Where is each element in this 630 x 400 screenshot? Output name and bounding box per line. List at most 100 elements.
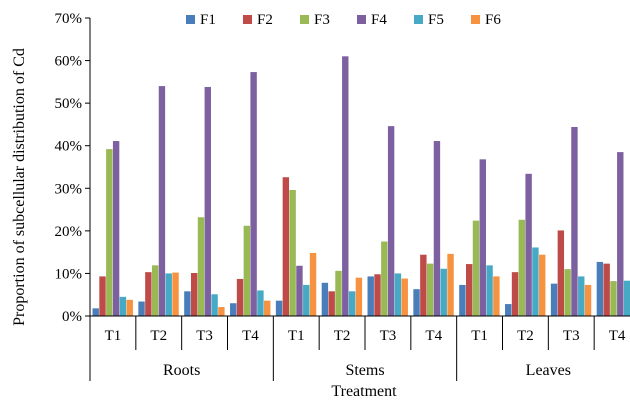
bar-f6-4 [309, 252, 317, 316]
bar-f2-6 [374, 274, 381, 316]
x-tick-label: T1 [471, 328, 488, 344]
bar-f4-9 [525, 173, 532, 316]
x-tick-label: T1 [288, 328, 305, 344]
bar-f2-0 [99, 276, 106, 316]
legend-label-f5: F5 [428, 12, 444, 28]
bar-f3-5 [335, 270, 342, 316]
bar-f6-6 [401, 278, 408, 316]
legend-swatch-f4 [357, 15, 366, 24]
bar-f2-5 [328, 291, 335, 316]
x-tick-label: T3 [196, 328, 213, 344]
bar-f5-10 [578, 276, 585, 316]
bar-f5-4 [303, 284, 310, 316]
group-labels: Roots Stems Leaves [163, 362, 571, 379]
bar-f2-7 [420, 254, 427, 316]
y-tick-label: 70% [55, 11, 83, 27]
bar-f4-3 [250, 72, 257, 316]
bar-f5-3 [257, 290, 264, 316]
bar-f1-0 [92, 308, 99, 316]
bar-f1-2 [184, 291, 191, 316]
bar-f1-11 [596, 261, 604, 316]
bar-f6-3 [264, 300, 271, 316]
x-tick-label: T2 [517, 328, 534, 344]
bar-f5-11 [623, 280, 630, 316]
x-tick-label: T4 [242, 328, 259, 344]
bar-f6-7 [447, 253, 454, 316]
legend-label-f6: F6 [485, 12, 501, 28]
group-label-stems: Stems [345, 362, 384, 379]
bar-f3-10 [564, 269, 571, 316]
bar-f3-1 [151, 265, 159, 316]
y-tick-label: 30% [55, 181, 83, 197]
legend-swatch-f2 [243, 15, 252, 24]
bar-f3-0 [106, 149, 113, 316]
bar-f2-8 [465, 264, 473, 316]
bar-f3-6 [381, 241, 388, 316]
y-tick-labels: 0% 10% 20% 30% 40% 50% 60% 70% [55, 11, 83, 325]
bar-f6-9 [539, 254, 546, 316]
axes [85, 17, 630, 381]
bar-f4-4 [296, 265, 303, 316]
bar-f4-5 [342, 56, 349, 317]
group-label-roots: Roots [163, 362, 200, 379]
y-tick-label: 50% [55, 96, 83, 112]
bar-f1-8 [459, 284, 466, 316]
bar-f1-7 [413, 289, 420, 316]
x-tick-label: T4 [425, 328, 442, 344]
bar-f4-2 [204, 86, 211, 316]
legend-swatch-f1 [186, 15, 195, 24]
bar-f1-6 [367, 276, 374, 316]
bar-f3-7 [426, 263, 434, 316]
x-tick-label: T3 [563, 328, 580, 344]
bar-f5-6 [394, 273, 402, 316]
bar-f1-10 [550, 283, 558, 316]
bar-f1-1 [138, 301, 145, 316]
bar-f4-6 [387, 126, 395, 316]
bar-f5-7 [440, 268, 447, 316]
legend-swatch-f3 [300, 15, 309, 24]
y-tick-label: 40% [55, 139, 83, 155]
bar-f6-0 [126, 299, 133, 316]
legend-swatch-f6 [471, 15, 480, 24]
x-tick-labels: T1 T2 T3 T4 T1 T2 T3 T4 T1 T2 T3 T4 [105, 328, 626, 344]
bar-f5-8 [486, 265, 493, 316]
bar-f5-2 [211, 294, 218, 316]
y-tick-label: 20% [55, 224, 83, 240]
bar-f2-3 [236, 278, 244, 316]
bar-f2-10 [557, 230, 565, 316]
bar-f1-3 [230, 303, 237, 316]
bar-f1-4 [275, 300, 283, 316]
bar-f4-10 [571, 126, 578, 316]
group-label-leaves: Leaves [526, 362, 571, 379]
bar-f3-8 [472, 220, 480, 316]
bar-f4-7 [433, 141, 441, 316]
bar-f2-1 [145, 272, 152, 316]
x-tick-label: T2 [150, 328, 167, 344]
bar-f6-5 [355, 277, 363, 316]
bar-f6-8 [493, 276, 500, 316]
y-tick-label: 0% [62, 309, 82, 325]
bar-f4-11 [617, 152, 624, 316]
legend-label-f1: F1 [200, 12, 216, 28]
y-tick-label: 10% [55, 266, 83, 282]
bar-f6-10 [584, 284, 592, 316]
bar-f5-9 [532, 247, 539, 316]
bar-f2-4 [282, 177, 290, 316]
legend: F1 F2 F3 F4 F5 F6 [186, 12, 501, 28]
bar-f5-1 [165, 273, 172, 316]
bar-f2-2 [190, 273, 198, 316]
legend-swatch-f5 [414, 15, 423, 24]
y-tick-label: 60% [55, 54, 83, 70]
bar-f5-5 [348, 291, 356, 316]
bar-f3-4 [289, 189, 296, 316]
x-axis-title: Treatment [331, 383, 397, 400]
bar-f4-1 [158, 86, 166, 316]
bar-f1-9 [505, 304, 512, 316]
x-tick-label: T3 [380, 328, 397, 344]
bar-f3-2 [197, 217, 205, 316]
bar-f6-1 [172, 272, 179, 316]
bar-f4-8 [479, 159, 486, 316]
bar-f3-11 [610, 281, 617, 316]
